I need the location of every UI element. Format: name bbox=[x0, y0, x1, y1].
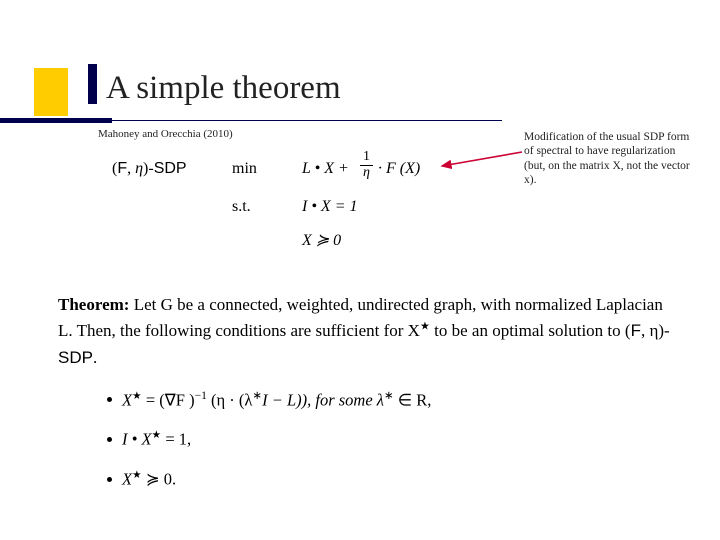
sdp-suffix: )- bbox=[143, 160, 154, 177]
sdp-obj-LX: L • X + bbox=[302, 160, 349, 177]
frac-top: 1 bbox=[360, 150, 373, 166]
callout-text: Modification of the usual SDP form of sp… bbox=[524, 130, 696, 188]
th-period: . bbox=[93, 348, 97, 367]
sdp-obj-right: · F (X) bbox=[378, 160, 420, 178]
bullet-dot-3 bbox=[107, 477, 112, 482]
slide-title: A simple theorem bbox=[106, 70, 341, 107]
sdp-obj-FX: · F (X) bbox=[378, 160, 420, 177]
th-sdp: SDP bbox=[58, 348, 93, 367]
theorem-body2: to be an optimal solution to bbox=[430, 321, 625, 340]
th-sep: , η)- bbox=[641, 321, 670, 340]
sdp-eta: η bbox=[135, 160, 143, 177]
bullet-dot-2 bbox=[107, 437, 112, 442]
bullet-dot-1 bbox=[107, 397, 112, 402]
sdp-obj-frac: 1 η bbox=[360, 150, 373, 180]
frac-bot: η bbox=[360, 166, 373, 181]
theorem-star1: ★ bbox=[420, 321, 430, 333]
decor-navy-underline bbox=[0, 118, 112, 123]
bullet-3: X★ ≽ 0. bbox=[122, 468, 176, 490]
decor-navy-underline-thin bbox=[112, 120, 502, 121]
sdp-c2: X ≽ 0 bbox=[302, 230, 341, 250]
th-F: F bbox=[631, 321, 641, 340]
decor-yellow-box bbox=[34, 68, 68, 116]
sdp-st: s.t. bbox=[232, 198, 251, 216]
citation-text: Mahoney and Orecchia (2010) bbox=[98, 128, 233, 140]
decor-navy-title-bar bbox=[88, 64, 97, 104]
arrow-line bbox=[442, 152, 522, 166]
sdp-label: (F, η)-SDP bbox=[112, 160, 187, 178]
sdp-sdp: SDP bbox=[154, 160, 187, 177]
theorem-text: Theorem: Let G be a connected, weighted,… bbox=[58, 292, 678, 371]
sdp-F: F bbox=[117, 160, 127, 177]
sdp-c1: I • X = 1 bbox=[302, 198, 358, 216]
theorem-lead: Theorem: bbox=[58, 295, 129, 314]
sdp-min: min bbox=[232, 160, 257, 178]
sdp-sep: , bbox=[127, 160, 135, 177]
bullet-1: X★ = (∇F )−1 (η · (λ∗I − L)), for some λ… bbox=[122, 388, 431, 411]
sdp-obj-left: L • X + bbox=[302, 160, 349, 178]
bullet-2: I • X★ = 1, bbox=[122, 428, 191, 450]
